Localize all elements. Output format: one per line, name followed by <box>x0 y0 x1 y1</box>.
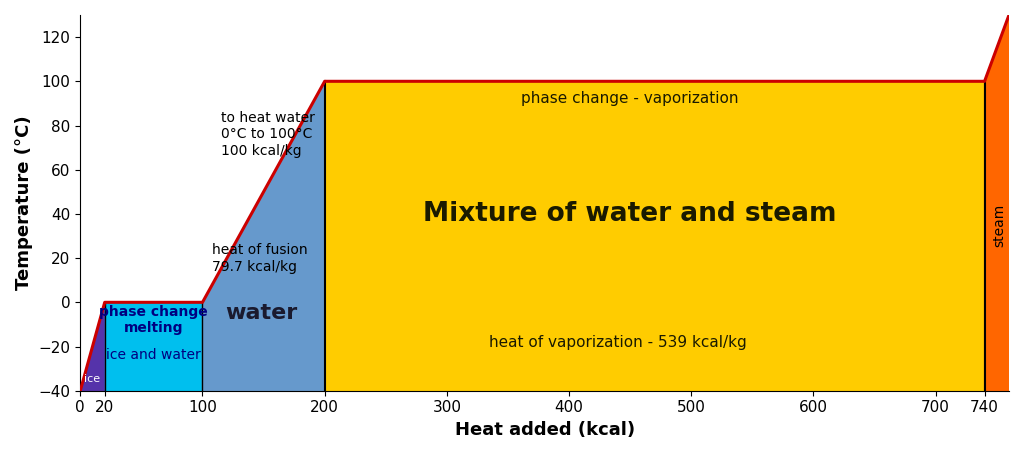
Polygon shape <box>203 81 325 391</box>
Polygon shape <box>104 302 203 391</box>
Y-axis label: Temperature (°C): Temperature (°C) <box>15 116 33 290</box>
Polygon shape <box>984 15 1009 391</box>
Text: Mixture of water and steam: Mixture of water and steam <box>424 201 837 227</box>
Text: phase change - vaporization: phase change - vaporization <box>521 92 739 107</box>
Text: to heat water
0°C to 100°C
100 kcal/kg: to heat water 0°C to 100°C 100 kcal/kg <box>221 111 314 158</box>
Text: steam: steam <box>992 203 1007 247</box>
Polygon shape <box>80 302 104 391</box>
Text: ice: ice <box>84 374 100 384</box>
Polygon shape <box>325 81 984 391</box>
X-axis label: Heat added (kcal): Heat added (kcal) <box>455 421 635 439</box>
Text: phase change
melting: phase change melting <box>99 305 208 335</box>
Text: heat of vaporization - 539 kcal/kg: heat of vaporization - 539 kcal/kg <box>489 335 746 350</box>
Text: ice and water: ice and water <box>106 348 201 362</box>
Text: heat of fusion
79.7 kcal/kg: heat of fusion 79.7 kcal/kg <box>212 243 308 274</box>
Text: water: water <box>225 303 297 323</box>
